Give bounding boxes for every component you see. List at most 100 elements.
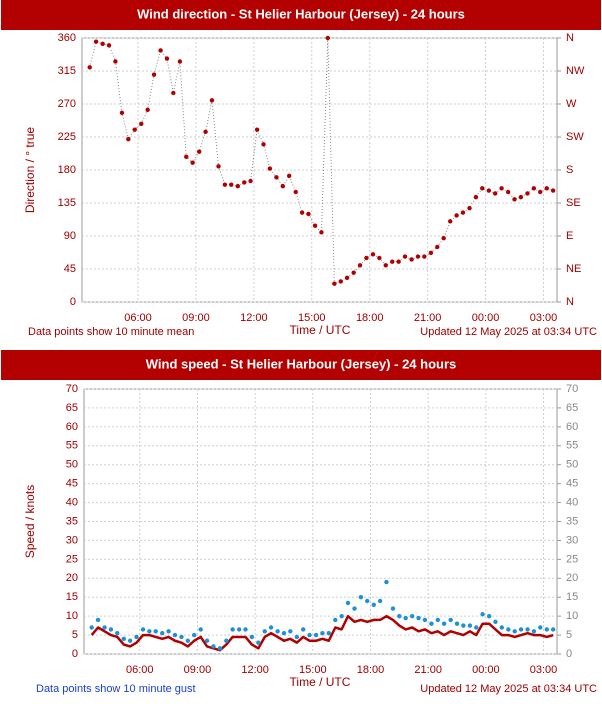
- data-point: [153, 629, 158, 634]
- y-tick-label: 60: [66, 421, 78, 433]
- data-point: [293, 189, 298, 195]
- data-point: [151, 72, 157, 77]
- data-point: [211, 644, 216, 649]
- data-point: [241, 180, 247, 185]
- data-point: [256, 640, 261, 645]
- data-point: [480, 612, 485, 617]
- data-point: [383, 263, 388, 268]
- data-point: [281, 630, 287, 636]
- x-axis-label: Time / UTC: [290, 675, 351, 689]
- x-tick-label: 03:00: [530, 664, 558, 676]
- y-tick-label: 65: [66, 402, 78, 414]
- y-tick-label: 45: [64, 263, 76, 275]
- y-tick-label: 5: [72, 629, 78, 641]
- chart-title: Wind speed - St Helier Harbour (Jersey) …: [146, 356, 457, 371]
- data-point: [158, 48, 163, 53]
- y-tick-label: 315: [58, 65, 76, 77]
- y-tick-label: 270: [58, 98, 76, 110]
- data-point: [332, 281, 337, 286]
- data-point: [93, 39, 99, 44]
- data-point: [261, 142, 266, 147]
- data-point: [216, 164, 221, 169]
- data-point: [550, 188, 556, 193]
- y-tick-label: 20: [66, 572, 78, 584]
- y-tick-label: 15: [66, 591, 78, 603]
- data-point: [550, 627, 556, 632]
- data-point: [87, 65, 92, 70]
- data-point: [467, 205, 472, 211]
- data-point: [319, 230, 324, 235]
- data-point: [351, 270, 356, 275]
- data-point: [164, 56, 170, 61]
- data-point: [345, 600, 351, 606]
- y2-tick-label: S: [566, 164, 573, 176]
- data-point: [486, 613, 492, 619]
- data-point: [435, 617, 440, 623]
- data-point: [217, 646, 223, 651]
- data-point: [493, 619, 498, 625]
- y2-tick-label: NW: [566, 65, 585, 77]
- data-point: [268, 625, 274, 630]
- data-point: [415, 254, 421, 259]
- data-point: [299, 210, 305, 215]
- y2-tick-label: 40: [566, 496, 578, 508]
- data-point: [390, 606, 396, 611]
- y-tick-label: 50: [66, 459, 78, 471]
- data-point: [505, 189, 511, 195]
- y2-tick-label: 65: [566, 402, 578, 414]
- data-point: [132, 127, 137, 132]
- x-tick-label: 18:00: [357, 664, 385, 676]
- y2-tick-label: 0: [566, 648, 572, 660]
- data-point: [474, 625, 479, 630]
- data-point: [333, 617, 338, 623]
- x-tick-label: 21:00: [414, 664, 442, 676]
- data-point: [531, 186, 537, 191]
- data-point: [89, 625, 94, 630]
- x-tick-label: 18:00: [356, 312, 384, 324]
- data-point: [286, 173, 292, 179]
- data-point: [499, 625, 505, 630]
- y2-tick-label: 20: [566, 572, 578, 584]
- data-point: [177, 59, 183, 64]
- y-tick-label: 10: [66, 610, 78, 622]
- y-tick-label: 225: [58, 131, 76, 143]
- data-point: [403, 615, 408, 621]
- data-point: [229, 182, 234, 187]
- data-point: [396, 259, 401, 264]
- data-point: [313, 632, 319, 638]
- data-point: [486, 188, 492, 193]
- y2-tick-label: N: [566, 32, 574, 44]
- data-point: [364, 255, 369, 261]
- data-point: [275, 629, 280, 634]
- x-tick-label: 06:00: [126, 664, 154, 676]
- data-point: [191, 632, 197, 638]
- data-point: [409, 257, 414, 262]
- y2-tick-label: 45: [566, 478, 578, 490]
- data-point: [108, 627, 114, 632]
- data-point: [377, 255, 382, 261]
- y-tick-label: 180: [58, 164, 76, 176]
- y-tick-label: 25: [66, 553, 78, 565]
- data-point: [402, 254, 408, 259]
- data-point: [506, 627, 511, 632]
- data-point: [441, 621, 447, 626]
- y-axis-label: Speed / knots: [23, 485, 37, 558]
- data-point: [224, 638, 229, 643]
- y2-tick-label: 25: [566, 553, 578, 565]
- data-point: [280, 183, 286, 189]
- y-tick-label: 70: [66, 383, 78, 395]
- updated-note: Updated 12 May 2025 at 03:34 UTC: [420, 683, 597, 695]
- data-point: [126, 137, 131, 142]
- y2-tick-label: NE: [566, 263, 581, 275]
- data-point: [102, 625, 107, 630]
- data-point: [160, 630, 165, 636]
- data-point: [448, 219, 453, 224]
- data-point: [390, 259, 395, 264]
- data-point: [288, 629, 293, 634]
- data-point: [512, 629, 517, 634]
- data-point: [429, 621, 434, 626]
- data-point: [512, 197, 517, 202]
- data-point: [371, 602, 376, 607]
- data-point: [171, 90, 176, 96]
